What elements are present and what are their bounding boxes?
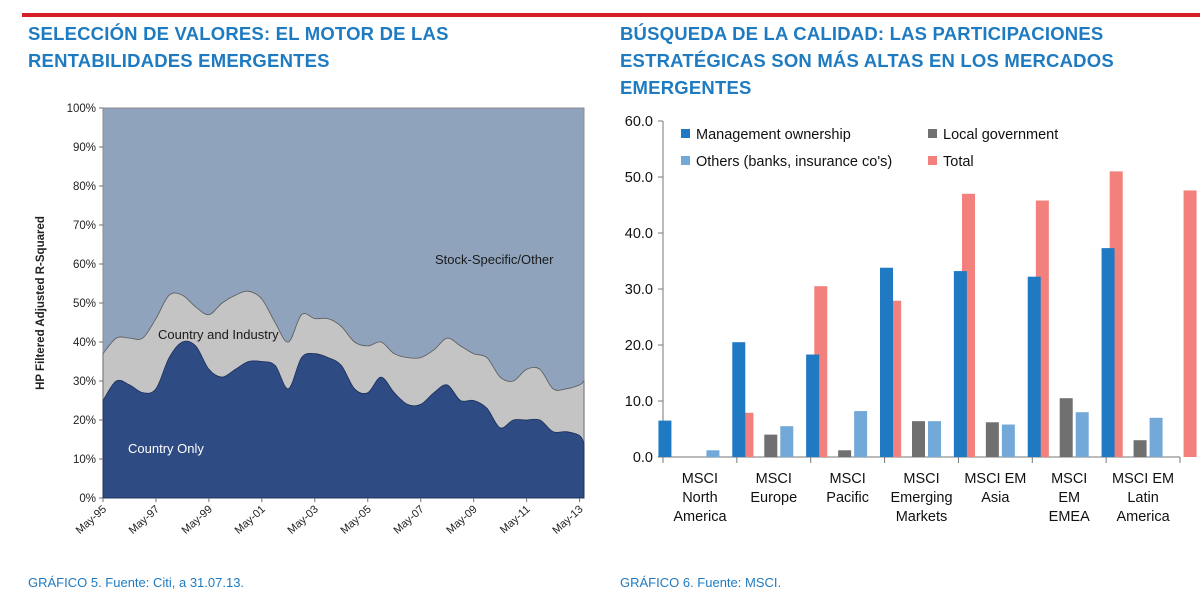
bar-0-4 (953, 271, 967, 457)
y-tick-label: 60.0 (625, 114, 653, 130)
right-caption: GRÁFICO 6. Fuente: MSCI. (620, 575, 782, 590)
area-label-stock-specific: Stock-Specific/Other (435, 252, 554, 267)
y-axis-label: HP Filtered Adjusted R-Squared (35, 216, 47, 390)
y-tick-label: 50.0 (625, 170, 653, 186)
category-label: EM (1058, 490, 1080, 506)
y-tick-label: 60% (73, 259, 96, 271)
y-tick-label: 20.0 (625, 338, 653, 354)
legend-label: Management ownership (696, 127, 851, 143)
bar-0-5 (1027, 276, 1041, 457)
bar-1-5 (1059, 398, 1073, 457)
category-label: Asia (981, 490, 1010, 506)
category-label: EMEA (1049, 509, 1090, 525)
category-label: MSCI (682, 471, 718, 487)
area-label-country-industry: Country and Industry (158, 327, 279, 342)
right-title-line: ESTRATÉGICAS SON MÁS ALTAS EN LOS MERCAD… (620, 50, 1114, 71)
bar-1-4 (985, 422, 999, 457)
y-tick-label: 80% (73, 181, 96, 193)
bar-1-2 (838, 450, 852, 457)
left-chart-title: SELECCIÓN DE VALORES: EL MOTOR DE LAS RE… (28, 20, 449, 74)
left-caption: GRÁFICO 5. Fuente: Citi, a 31.07.13. (28, 575, 245, 590)
y-tick-label: 40.0 (625, 226, 653, 242)
bar-0-6 (1101, 248, 1115, 457)
bar-0-0 (658, 420, 672, 457)
bar-0-2 (806, 354, 820, 457)
category-label: Pacific (826, 490, 869, 506)
bar-2-6 (1149, 417, 1163, 457)
legend-swatch (928, 156, 937, 165)
category-label: MSCI (1051, 471, 1087, 487)
bar-1-6 (1133, 440, 1147, 457)
legend-swatch (928, 129, 937, 138)
right-chart-title: BÚSQUEDA DE LA CALIDAD: LAS PARTICIPACIO… (620, 20, 1114, 101)
area-label-country-only: Country Only (128, 441, 204, 456)
legend-label: Local government (943, 127, 1058, 143)
category-label: America (673, 509, 727, 525)
right-title-line: BÚSQUEDA DE LA CALIDAD: LAS PARTICIPACIO… (620, 23, 1104, 44)
legend-swatch (681, 129, 690, 138)
legend-label: Others (banks, insurance co's) (696, 154, 892, 170)
category-label: Europe (750, 490, 797, 506)
bar-2-1 (780, 426, 794, 457)
category-label: MSCI (830, 471, 866, 487)
right-title-line: EMERGENTES (620, 77, 752, 98)
y-tick-label: 50% (73, 298, 96, 310)
y-tick-label: 10% (73, 454, 96, 466)
category-label: America (1116, 509, 1170, 525)
bar-1-3 (912, 421, 925, 457)
bar-2-3 (928, 421, 941, 457)
left-title-line: RENTABILIDADES EMERGENTES (28, 50, 330, 71)
category-label: MSCI EM (964, 471, 1026, 487)
y-tick-label: 0% (79, 493, 96, 505)
y-tick-label: 70% (73, 220, 96, 232)
y-tick-label: 90% (73, 142, 96, 154)
top-accent-rule (22, 13, 1200, 17)
category-label: Markets (896, 509, 948, 525)
y-tick-label: 40% (73, 337, 96, 349)
y-tick-label: 20% (73, 415, 96, 427)
y-tick-label: 10.0 (625, 394, 653, 410)
bar-2-0 (706, 450, 720, 457)
y-tick-label: 100% (67, 103, 96, 115)
legend-label: Total (943, 154, 974, 170)
y-tick-label: 30.0 (625, 282, 653, 298)
y-tick-label: 30% (73, 376, 96, 388)
bar-3-6 (1183, 190, 1197, 457)
bar-2-5 (1075, 412, 1089, 457)
category-label: MSCI EM (1112, 471, 1174, 487)
left-title-line: SELECCIÓN DE VALORES: EL MOTOR DE LAS (28, 23, 449, 44)
bar-0-1 (732, 342, 746, 457)
category-label: Latin (1127, 490, 1158, 506)
y-tick-label: 0.0 (633, 450, 653, 466)
category-label: MSCI (756, 471, 792, 487)
country-only-area (102, 340, 585, 499)
bar-2-2 (854, 411, 868, 457)
category-label: North (682, 490, 717, 506)
bar-1-1 (764, 434, 778, 457)
category-label: Emerging (890, 490, 952, 506)
bar-0-3 (880, 267, 893, 457)
category-label: MSCI (903, 471, 939, 487)
bar-2-4 (1001, 424, 1015, 457)
legend-swatch (681, 156, 690, 165)
